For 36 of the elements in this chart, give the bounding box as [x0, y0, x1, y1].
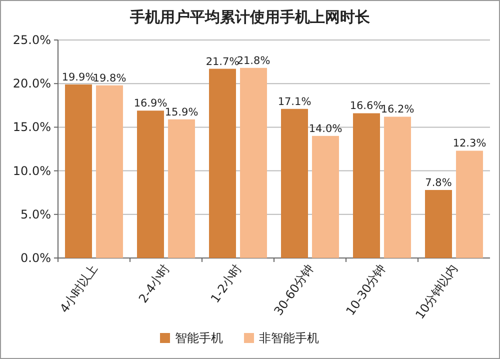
bar: [456, 150, 483, 258]
bar: [353, 113, 380, 258]
y-tick-label: 10.0%: [12, 164, 51, 178]
bar: [209, 68, 236, 258]
bar: [312, 136, 339, 258]
x-tick-label: 2-4小时: [136, 262, 172, 306]
data-label: 14.0%: [308, 122, 342, 135]
y-tick-label: 15.0%: [12, 120, 51, 134]
bar: [240, 68, 267, 258]
bar: [168, 119, 195, 258]
y-tick-label: 25.0%: [12, 33, 51, 47]
data-label: 19.9%: [62, 71, 96, 84]
y-tick-label: 0.0%: [20, 251, 51, 265]
bar: [65, 84, 92, 258]
data-label: 17.1%: [278, 96, 312, 108]
x-tick-label: 4小时以上: [57, 262, 100, 316]
y-tick-label: 20.0%: [12, 76, 51, 91]
data-label: 7.8%: [425, 176, 452, 189]
bar: [425, 190, 452, 258]
chart-title: 手机用户平均累计使用手机上网时长: [129, 8, 371, 26]
data-label: 21.8%: [236, 54, 270, 67]
data-label: 16.2%: [380, 104, 414, 116]
data-label: 16.6%: [350, 100, 384, 112]
bar: [384, 116, 411, 258]
data-label: 16.9%: [134, 98, 168, 110]
bar: [281, 108, 308, 258]
y-tick-label: 5.0%: [20, 207, 51, 222]
x-tick-label: 10分钟以内: [412, 262, 460, 322]
data-label: 19.8%: [92, 72, 126, 84]
x-tick-label: 1-2小时: [208, 262, 244, 306]
legend-label: 非智能手机: [259, 331, 319, 345]
data-label: 15.9%: [164, 106, 198, 118]
bar: [137, 110, 164, 258]
legend-label: 智能手机: [175, 331, 223, 345]
data-label: 12.3%: [452, 138, 486, 150]
bar: [96, 85, 123, 258]
